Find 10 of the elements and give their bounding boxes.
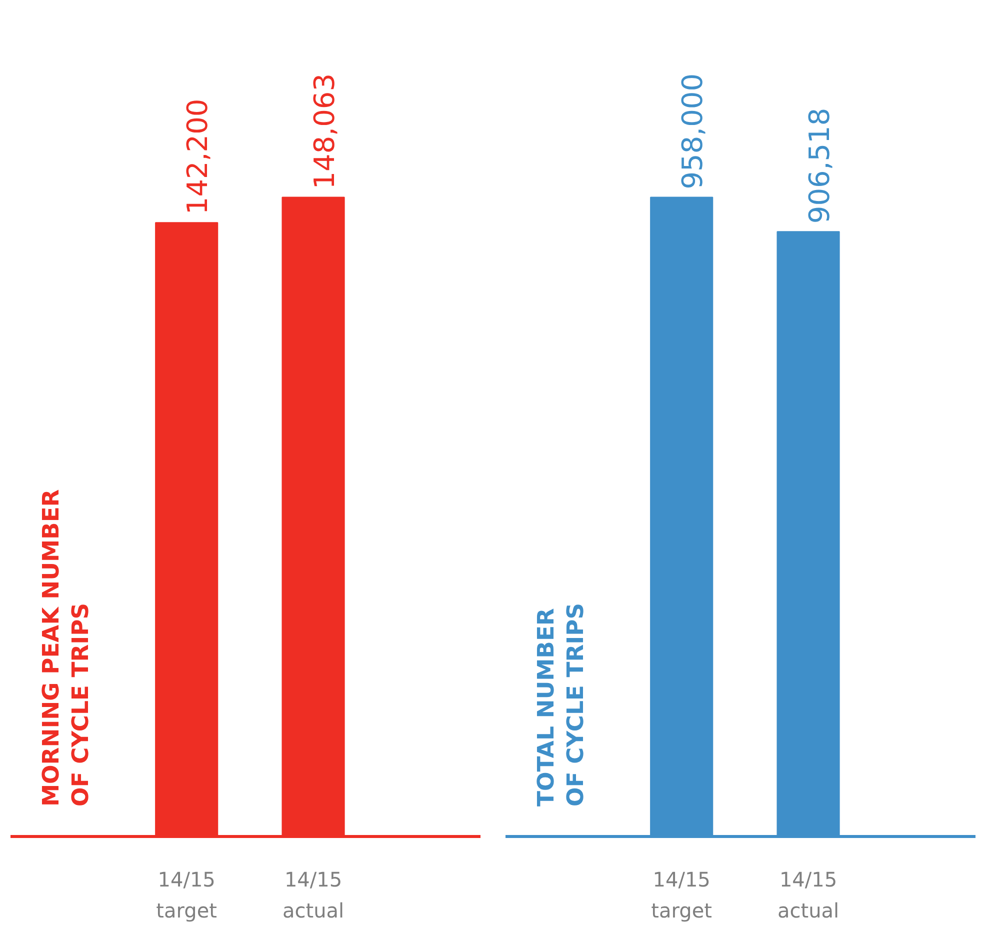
x-tick-label: 14/15 actual <box>282 868 344 923</box>
x-tick-label: 14/15 target <box>651 868 712 923</box>
data-label: 906,518 <box>802 108 836 224</box>
data-label: 958,000 <box>676 73 710 190</box>
y-axis-title: TOTAL NUMBER OF CYCLE TRIPS <box>533 602 590 806</box>
x-tick-label: 14/15 target <box>156 868 218 923</box>
data-label: 148,063 <box>308 73 341 190</box>
data-label: 142,200 <box>181 98 214 215</box>
y-axis-title: MORNING PEAK NUMBER OF CYCLE TRIPS <box>38 489 94 806</box>
x-tick-label: 14/15 actual <box>777 868 840 923</box>
